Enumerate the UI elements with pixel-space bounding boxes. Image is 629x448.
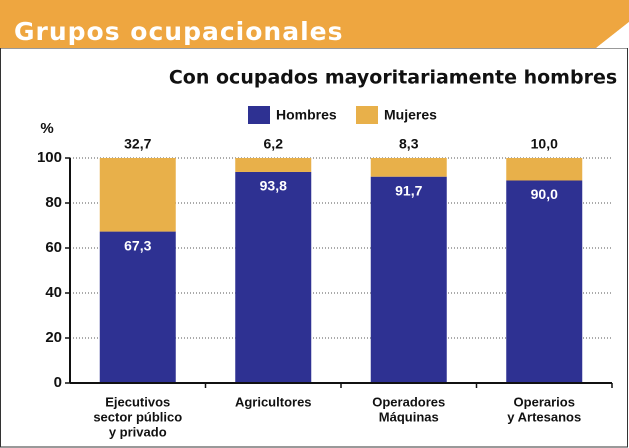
x-tick-label: Operadores (372, 394, 445, 409)
legend-label: Hombres (276, 107, 337, 123)
y-tick-label: 40 (45, 284, 62, 301)
chart-title: Con ocupados mayoritariamente hombres (169, 67, 617, 89)
legend-swatch (248, 106, 270, 124)
x-tick-label: sector público (93, 409, 182, 424)
y-tick-label: 20 (45, 329, 62, 346)
value-label: 6,2 (264, 136, 284, 152)
y-tick-label: 100 (37, 149, 62, 166)
bar-segment (235, 171, 312, 383)
y-tick-label: 60 (45, 239, 62, 256)
x-tick-label: y privado (109, 424, 167, 439)
legend-swatch (356, 106, 378, 124)
header-cut (596, 22, 629, 48)
x-tick-label: y Artesanos (507, 409, 581, 424)
value-label: 67,3 (124, 237, 151, 253)
bar-segment (370, 158, 447, 177)
y-tick-label: 80 (45, 194, 62, 211)
bar-segment (370, 176, 447, 383)
bar-segment (506, 180, 583, 383)
value-label: 90,0 (531, 186, 558, 202)
bar-segment (99, 158, 176, 232)
x-tick-label: Máquinas (379, 409, 439, 424)
value-label: 91,7 (395, 182, 422, 198)
header-title: Grupos ocupacionales (14, 17, 344, 46)
bar-segment (235, 158, 312, 172)
x-tick-label: Operarios (514, 394, 575, 409)
legend-label: Mujeres (384, 107, 437, 123)
x-tick-label: Agricultores (235, 394, 312, 409)
x-tick-label: Ejecutivos (105, 394, 170, 409)
bar-segment (506, 158, 583, 181)
value-label: 93,8 (260, 178, 287, 194)
header-band (0, 0, 629, 48)
value-label: 8,3 (399, 136, 419, 152)
y-axis-label: % (40, 120, 53, 137)
y-tick-label: 0 (54, 374, 62, 391)
value-label: 32,7 (124, 136, 151, 152)
bar-segment (99, 231, 176, 383)
value-label: 10,0 (531, 136, 558, 152)
